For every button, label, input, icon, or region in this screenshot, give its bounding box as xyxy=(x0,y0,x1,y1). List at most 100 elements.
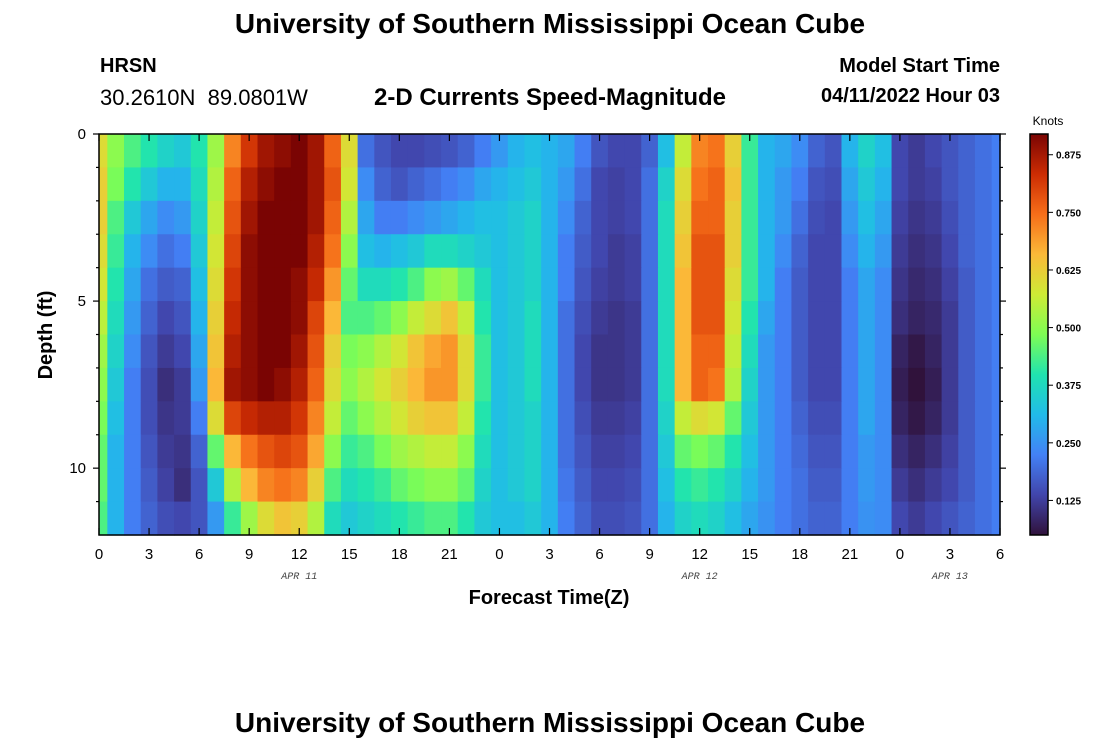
heatmap-cell xyxy=(357,134,375,169)
heatmap-cell xyxy=(908,234,926,269)
heatmap-cell xyxy=(190,334,209,369)
heatmap-cell xyxy=(207,468,225,503)
heatmap-cell xyxy=(741,367,759,402)
heatmap-cell xyxy=(591,434,609,469)
heatmap-cell xyxy=(190,200,209,235)
heatmap-cell xyxy=(99,401,108,436)
heatmap-cell xyxy=(357,267,375,302)
heatmap-cell xyxy=(407,401,425,436)
heatmap-cell xyxy=(324,468,342,503)
heatmap-cell xyxy=(524,401,542,436)
heatmap-cell xyxy=(641,501,659,536)
heatmap-cell xyxy=(891,501,909,536)
heatmap-cell xyxy=(99,367,108,402)
heatmap-cell xyxy=(424,167,442,202)
heatmap-cell xyxy=(390,334,409,369)
heatmap-cell xyxy=(190,401,209,436)
heatmap-cell xyxy=(741,200,759,235)
heatmap-cell xyxy=(340,301,359,336)
heatmap-cell xyxy=(974,334,993,369)
heatmap-cell xyxy=(240,301,259,336)
heatmap-cell xyxy=(541,200,559,235)
heatmap-cell xyxy=(190,301,209,336)
heatmap-cell xyxy=(524,134,542,169)
heatmap-cell xyxy=(274,401,292,436)
heatmap-cell xyxy=(908,401,926,436)
heatmap-cell xyxy=(624,401,642,436)
heatmap-cell xyxy=(240,134,259,169)
heatmap-cell xyxy=(991,301,1001,336)
heatmap-cell xyxy=(357,334,375,369)
heatmap-cell xyxy=(674,334,692,369)
heatmap-cell xyxy=(207,434,225,469)
heatmap-cell xyxy=(624,501,642,536)
heatmap-cell xyxy=(290,301,309,336)
heatmap-cell xyxy=(257,134,275,169)
heatmap-cell xyxy=(591,267,609,302)
heatmap-cell xyxy=(340,267,359,302)
heatmap-cell xyxy=(758,367,776,402)
heatmap-cell xyxy=(441,501,459,536)
heatmap-cell xyxy=(491,367,509,402)
heatmap-cell xyxy=(390,134,409,169)
heatmap-cell xyxy=(708,267,726,302)
heatmap-cell xyxy=(741,167,759,202)
x-tick-label: 18 xyxy=(791,546,808,563)
heatmap-cell xyxy=(357,200,375,235)
axis-ticks: 0 3 6 9 12 15 18 21 0 3 6 9 12 15 18 21 0 3 6 APR 11 APR 12 A… xyxy=(69,126,1006,583)
heatmap-cell xyxy=(641,200,659,235)
heatmap-cell xyxy=(991,434,1001,469)
heatmap-cell xyxy=(874,167,893,202)
heatmap-cell xyxy=(541,134,559,169)
heatmap-cell xyxy=(407,134,425,169)
x-tick-label: 6 xyxy=(996,546,1004,563)
heatmap-cell xyxy=(491,401,509,436)
heatmap-cell xyxy=(374,234,392,269)
x-tick-label: 21 xyxy=(441,546,458,563)
heatmap-cell xyxy=(724,367,742,402)
heatmap-cell xyxy=(257,301,275,336)
heatmap-cell xyxy=(390,434,409,469)
heatmap-cell xyxy=(674,200,692,235)
heatmap-cell xyxy=(774,267,793,302)
heatmap-cell xyxy=(457,134,476,169)
heatmap-cell xyxy=(124,367,142,402)
heatmap-cell xyxy=(374,401,392,436)
heatmap-cell xyxy=(591,200,609,235)
heatmap-cell xyxy=(674,367,692,402)
heatmap-cell xyxy=(891,134,909,169)
heatmap-cell xyxy=(941,267,959,302)
heatmap-cell xyxy=(908,468,926,503)
heatmap-cell xyxy=(541,267,559,302)
heatmap-cell xyxy=(424,401,442,436)
heatmap-cell xyxy=(224,234,242,269)
heatmap-cell xyxy=(841,401,859,436)
heatmap-cell xyxy=(858,401,876,436)
heatmap-cell xyxy=(724,434,742,469)
heatmap-cell xyxy=(958,468,976,503)
heatmap-cell xyxy=(991,468,1001,503)
heatmap-cell xyxy=(240,468,259,503)
heatmap-cell xyxy=(157,401,175,436)
heatmap-cell xyxy=(557,234,576,269)
heatmap-cell xyxy=(207,367,225,402)
heatmap-cell xyxy=(691,367,709,402)
heatmap-cell xyxy=(891,167,909,202)
heatmap-cell xyxy=(307,401,325,436)
heatmap-cell xyxy=(574,200,592,235)
heatmap-cell xyxy=(774,200,793,235)
heatmap-cell xyxy=(841,167,859,202)
heatmap-cell xyxy=(357,367,375,402)
heatmap-cell xyxy=(791,301,809,336)
heatmap-cell xyxy=(407,200,425,235)
heatmap-cell xyxy=(307,501,325,536)
heatmap-cell xyxy=(107,334,125,369)
heatmap-cell xyxy=(841,134,859,169)
heatmap-cell xyxy=(641,301,659,336)
heatmap-cell xyxy=(491,167,509,202)
heatmap-cell xyxy=(307,334,325,369)
x-tick-label: 0 xyxy=(95,546,103,563)
heatmap-cell xyxy=(858,134,876,169)
heatmap-cell xyxy=(257,167,275,202)
y-tick-label: 0 xyxy=(78,126,86,143)
